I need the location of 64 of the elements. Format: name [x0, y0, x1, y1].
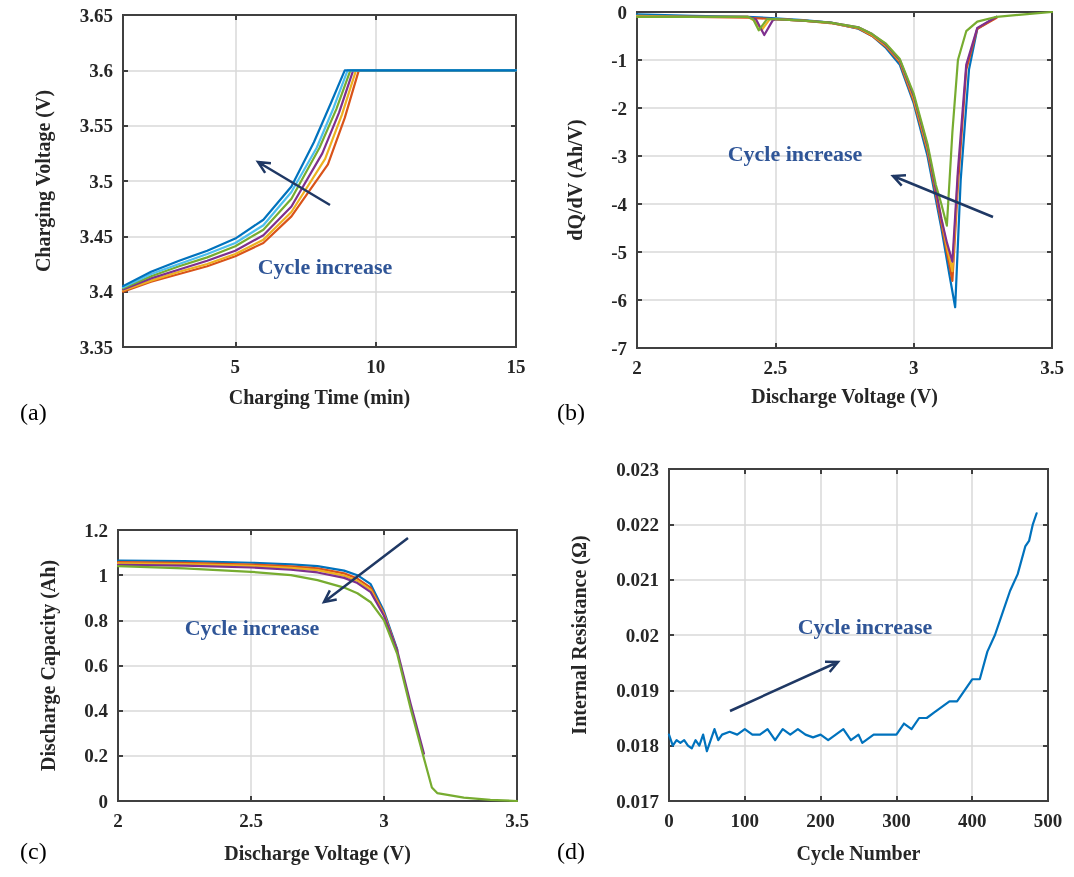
line-series	[116, 563, 425, 755]
y-tick-label: 1.2	[84, 519, 108, 541]
x-axis-title: Discharge Voltage (V)	[751, 385, 938, 408]
x-tick-label: 500	[1033, 810, 1063, 831]
line-series	[667, 512, 1038, 753]
y-tick-label: 3.45	[79, 225, 113, 247]
y-tick-label: 0.6	[84, 655, 108, 676]
y-tick-label: 0.2	[84, 745, 108, 767]
y-tick-label: 0.023	[616, 458, 659, 480]
y-tick-label: -7	[611, 337, 628, 359]
x-tick-label: 400	[957, 810, 987, 831]
y-tick-label: 0	[617, 1, 627, 23]
y-tick-label: -5	[611, 241, 627, 263]
y-tick-label: 3.4	[89, 281, 114, 303]
y-tick-label: 0.022	[616, 513, 659, 535]
x-tick-label: 3	[908, 357, 919, 378]
y-tick-label: 3.65	[79, 4, 113, 26]
x-tick-label: 2	[113, 810, 123, 831]
x-tick-label: 100	[730, 810, 760, 831]
y-tick-label: 3.6	[89, 59, 113, 81]
y-tick-label: -3	[611, 145, 627, 167]
x-tick-label: 3	[379, 810, 389, 831]
annotation: Cycle increase	[257, 253, 393, 279]
x-tick-label: 5	[230, 356, 241, 377]
y-tick-label: 0.02	[625, 624, 659, 646]
y-tick-label: 0.4	[84, 700, 109, 722]
y-tick-label: -2	[611, 97, 627, 119]
y-tick-label: 0.019	[616, 679, 659, 701]
y-tick-label: -1	[611, 49, 627, 71]
x-tick-label: 15	[506, 356, 526, 377]
x-axis-title: Discharge Voltage (V)	[224, 842, 411, 865]
y-axis-title: Discharge Capacity (Ah)	[37, 559, 60, 772]
y-tick-label: 0.021	[616, 569, 659, 591]
y-axis-title: dQ/dV (Ah/V)	[564, 119, 587, 241]
x-tick-label: 2.5	[763, 357, 788, 378]
text: (d)	[557, 838, 585, 864]
y-tick-label: 1	[98, 564, 108, 586]
annotation: Cycle increase	[184, 614, 320, 640]
y-tick-label: 3.55	[79, 115, 113, 137]
y-axis-title: Internal Resistance (Ω)	[568, 535, 591, 735]
x-axis-title: Charging Time (min)	[228, 386, 411, 409]
y-tick-label: 0.017	[616, 790, 660, 812]
x-tick-label: 300	[882, 810, 911, 831]
x-tick-label: 2.5	[239, 810, 263, 831]
y-tick-label: -6	[611, 289, 627, 311]
x-tick-label: 2	[632, 357, 642, 378]
x-axis-title: Cycle Number	[796, 842, 921, 865]
x-tick-label: 3.5	[1040, 357, 1064, 378]
y-tick-label: 0.018	[616, 735, 659, 757]
y-tick-label: 3.35	[79, 336, 113, 358]
text: (a)	[20, 399, 47, 425]
text: (b)	[557, 399, 585, 425]
annotation: Cycle increase	[727, 140, 863, 166]
annotation: Cycle increase	[797, 613, 933, 639]
x-tick-label: 10	[366, 356, 386, 377]
x-tick-label: 3.5	[505, 810, 529, 831]
y-tick-label: 0	[98, 790, 108, 812]
y-axis-title: Charging Voltage (V)	[32, 89, 55, 273]
y-tick-label: 0.8	[84, 609, 108, 631]
text: (c)	[20, 838, 47, 864]
y-tick-label: -4	[611, 193, 628, 215]
x-tick-label: 0	[664, 810, 674, 831]
x-tick-label: 200	[806, 810, 835, 831]
y-tick-label: 3.5	[89, 170, 113, 192]
